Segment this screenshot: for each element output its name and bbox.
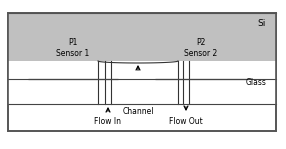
Text: P2
Sensor 2: P2 Sensor 2 [184,38,218,58]
Bar [98,61,178,104]
Text: Si: Si [258,18,266,28]
Bar [8,13,276,131]
Bar [8,61,276,104]
Text: Flow In: Flow In [94,117,122,125]
Bar [183,61,189,104]
Text: Flow Out: Flow Out [169,117,203,125]
Bar [8,13,276,79]
Text: Glass: Glass [246,78,267,87]
Bar [105,61,111,104]
Text: P1
Sensor 1: P1 Sensor 1 [56,38,90,58]
Text: Channel: Channel [122,107,154,115]
